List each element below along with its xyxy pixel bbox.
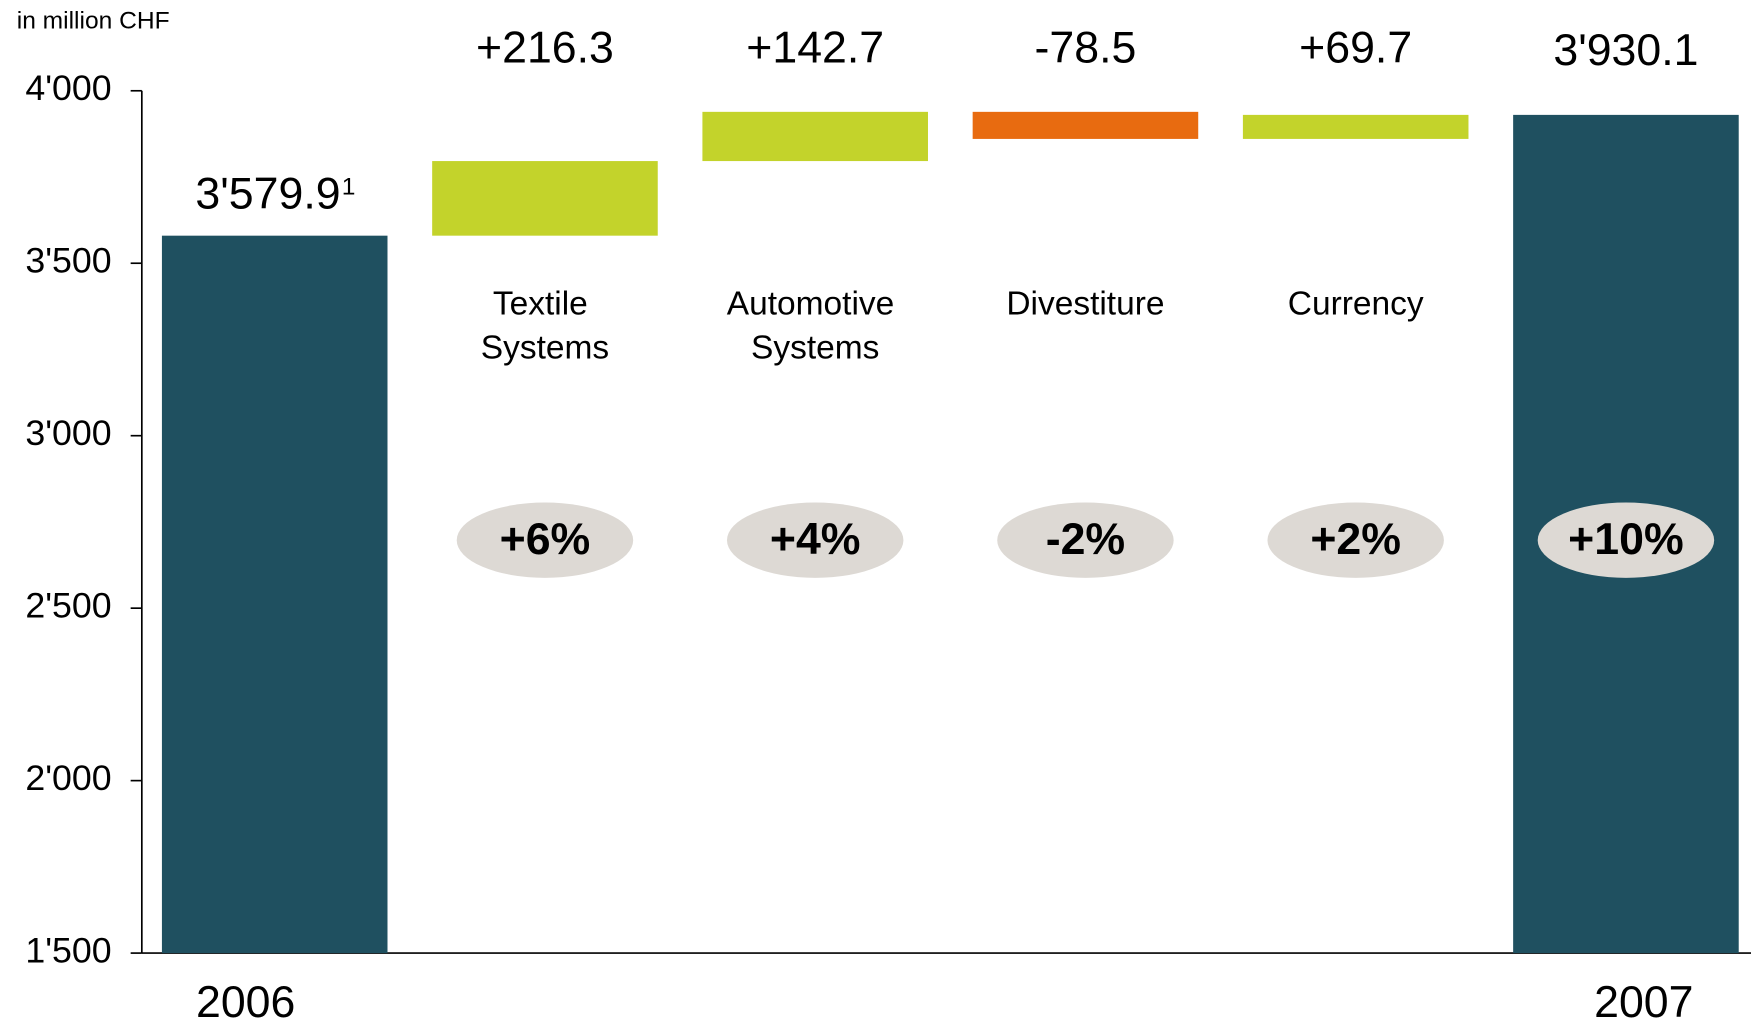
percent-bubble	[456, 502, 634, 578]
y-tick-label: 3'500	[25, 241, 111, 281]
y-tick-label: 3'000	[25, 413, 111, 453]
category-label: Currency	[1288, 285, 1424, 322]
percent-label: +4%	[770, 515, 861, 564]
bar	[972, 111, 1199, 139]
percent-label: +2%	[1310, 515, 1401, 564]
value-label: 3'930.1	[1553, 26, 1698, 75]
percent-label: -2%	[1046, 515, 1125, 564]
percent-bubble	[1267, 502, 1444, 578]
x-tick-label: 2006	[196, 978, 295, 1027]
x-tick-label: 2007	[1594, 978, 1693, 1027]
y-tick-label: 4'000	[25, 68, 111, 108]
value-label: +142.7	[746, 24, 884, 73]
value-label: +216.3	[476, 24, 614, 73]
percent-bubble	[1537, 502, 1715, 578]
y-tick-label: 2'000	[25, 758, 111, 798]
bar	[161, 235, 388, 954]
y-tick-label: 2'500	[25, 586, 111, 626]
category-label: Textile Systems	[481, 285, 609, 366]
value-label: +69.7	[1299, 24, 1412, 73]
category-label: Divestiture	[1006, 285, 1164, 322]
bar	[432, 161, 658, 236]
percent-bubble	[726, 502, 904, 578]
bar	[702, 111, 928, 162]
value-label: -78.5	[1035, 24, 1137, 73]
percent-label: +10%	[1568, 515, 1683, 564]
percent-bubble	[997, 502, 1174, 578]
y-tick-label: 1'500	[25, 931, 111, 971]
category-label: Automotive Systems	[727, 285, 904, 366]
unit-label: in million CHF	[17, 8, 170, 35]
footnote-mark: 1	[342, 174, 356, 201]
value-label: 3'579.9	[195, 170, 340, 219]
percent-label: +6%	[500, 515, 591, 564]
bar	[1242, 114, 1469, 139]
